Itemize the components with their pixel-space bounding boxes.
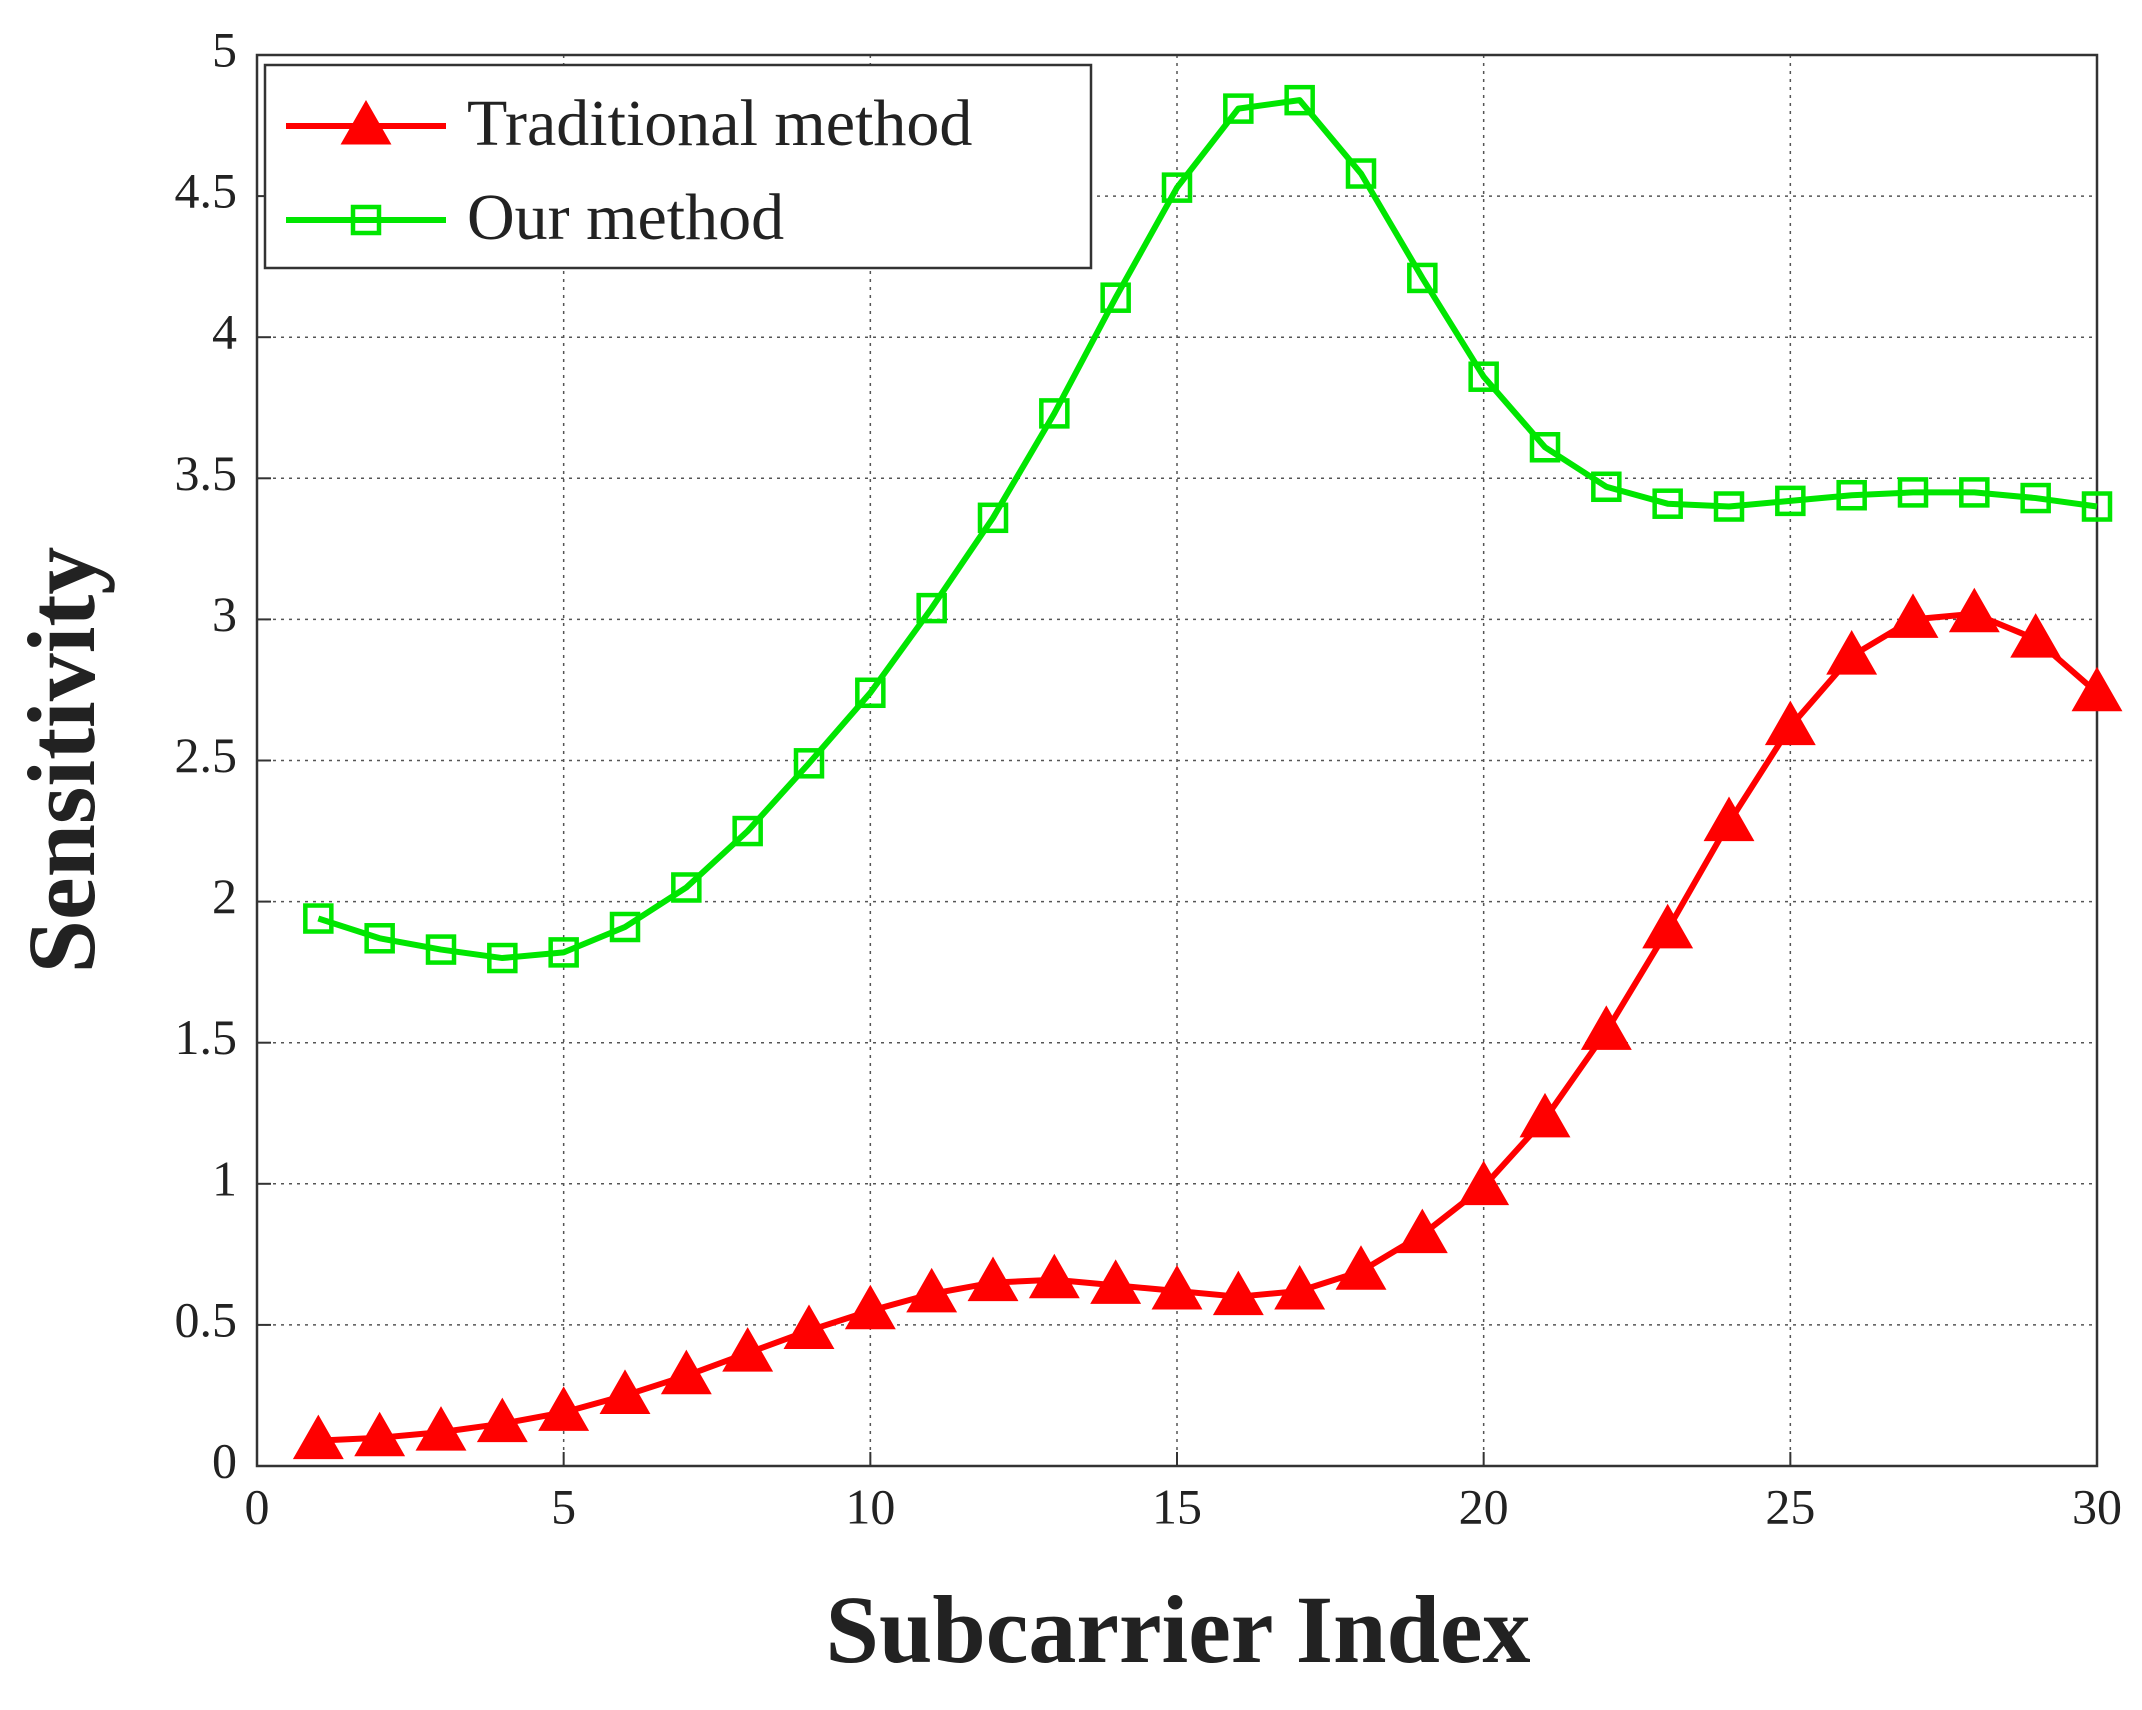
marker — [599, 1369, 651, 1414]
marker — [1284, 84, 1315, 116]
x-tick-label: 15 — [1152, 1478, 1202, 1534]
marker — [1151, 1265, 1203, 1310]
marker — [967, 1256, 1019, 1302]
marker — [2081, 491, 2113, 522]
marker — [1703, 796, 1755, 842]
y-tick-label: 3 — [212, 586, 237, 642]
marker — [855, 677, 886, 709]
plot-frame — [255, 53, 2099, 1468]
marker — [1826, 630, 1878, 675]
marker — [1039, 398, 1070, 429]
marker — [1591, 471, 1622, 503]
marker — [1396, 1208, 1448, 1254]
y-tick-label: 2 — [212, 868, 237, 924]
marker — [1642, 903, 1694, 949]
marker — [1897, 477, 1929, 508]
legend-box — [263, 63, 1093, 270]
x-tick-label: 0 — [245, 1478, 270, 1534]
marker — [476, 1397, 528, 1443]
legend-label: Traditional method — [467, 87, 972, 160]
marker — [1580, 1005, 1632, 1050]
marker — [906, 1267, 958, 1313]
x-axis-label: Subcarrier Index — [826, 1576, 1531, 1683]
marker — [548, 937, 579, 968]
marker — [1519, 1092, 1571, 1138]
marker — [1652, 488, 1683, 519]
marker — [1713, 491, 1745, 522]
y-tick-label: 0.5 — [175, 1291, 238, 1347]
marker — [844, 1284, 896, 1330]
marker — [350, 204, 382, 236]
y-tick-label: 2.5 — [175, 727, 238, 783]
marker — [1529, 432, 1561, 463]
marker — [303, 903, 334, 934]
marker — [722, 1327, 774, 1372]
marker — [1212, 1270, 1264, 1316]
marker — [1948, 587, 2000, 633]
x-tick-label: 5 — [551, 1478, 576, 1534]
y-tick-label: 0 — [212, 1432, 237, 1488]
marker — [364, 923, 395, 954]
legend: Traditional method Our method — [263, 63, 1093, 270]
marker — [1345, 158, 1377, 189]
marker — [977, 502, 1009, 534]
y-tick-label: 4.5 — [175, 163, 238, 219]
marker — [2071, 666, 2123, 712]
marker — [671, 872, 702, 903]
marker — [354, 1411, 406, 1457]
marker — [916, 592, 947, 624]
x-tick-label: 10 — [845, 1478, 895, 1534]
line — [317, 97, 2098, 962]
marker — [660, 1349, 712, 1395]
marker — [487, 942, 518, 974]
x-tick-label: 20 — [1459, 1478, 1509, 1534]
marker — [2010, 613, 2062, 658]
x-tick-label: 25 — [1765, 1478, 1815, 1534]
marker — [1100, 282, 1131, 313]
x-tick-label: 30 — [2072, 1478, 2122, 1534]
y-tick-label: 5 — [212, 21, 237, 77]
marker — [2020, 482, 2051, 514]
marker — [732, 815, 763, 847]
marker — [609, 911, 641, 943]
y-tick-label: 4 — [212, 304, 237, 360]
marker — [1775, 485, 1806, 517]
marker — [415, 1406, 467, 1451]
marker — [1407, 262, 1438, 294]
marker — [1223, 93, 1254, 124]
marker — [1836, 479, 1867, 511]
marker — [1335, 1245, 1387, 1290]
marker — [1468, 361, 1499, 392]
marker — [340, 99, 392, 145]
marker — [783, 1304, 835, 1350]
legend-label: Our method — [467, 181, 784, 254]
marker — [793, 748, 825, 779]
marker — [1458, 1160, 1510, 1206]
marker — [1161, 172, 1193, 203]
marker — [425, 934, 457, 965]
marker — [538, 1386, 590, 1431]
y-tick-label: 1.5 — [175, 1009, 238, 1065]
marker — [1090, 1259, 1142, 1304]
y-tick-label: 3.5 — [175, 445, 238, 501]
marker — [1274, 1265, 1326, 1310]
marker — [1959, 477, 1990, 508]
marker — [1887, 593, 1939, 638]
marker — [1764, 700, 1816, 746]
y-tick-label: 1 — [212, 1150, 237, 1206]
marker — [1028, 1253, 1080, 1299]
marker — [292, 1414, 344, 1460]
y-axis-label: Sensitivity — [8, 547, 115, 974]
